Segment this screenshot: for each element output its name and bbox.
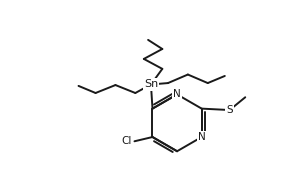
Text: N: N — [198, 132, 206, 142]
Text: Cl: Cl — [122, 136, 132, 146]
Text: Sn: Sn — [144, 79, 158, 89]
Text: N: N — [173, 89, 181, 100]
Text: S: S — [226, 105, 233, 115]
